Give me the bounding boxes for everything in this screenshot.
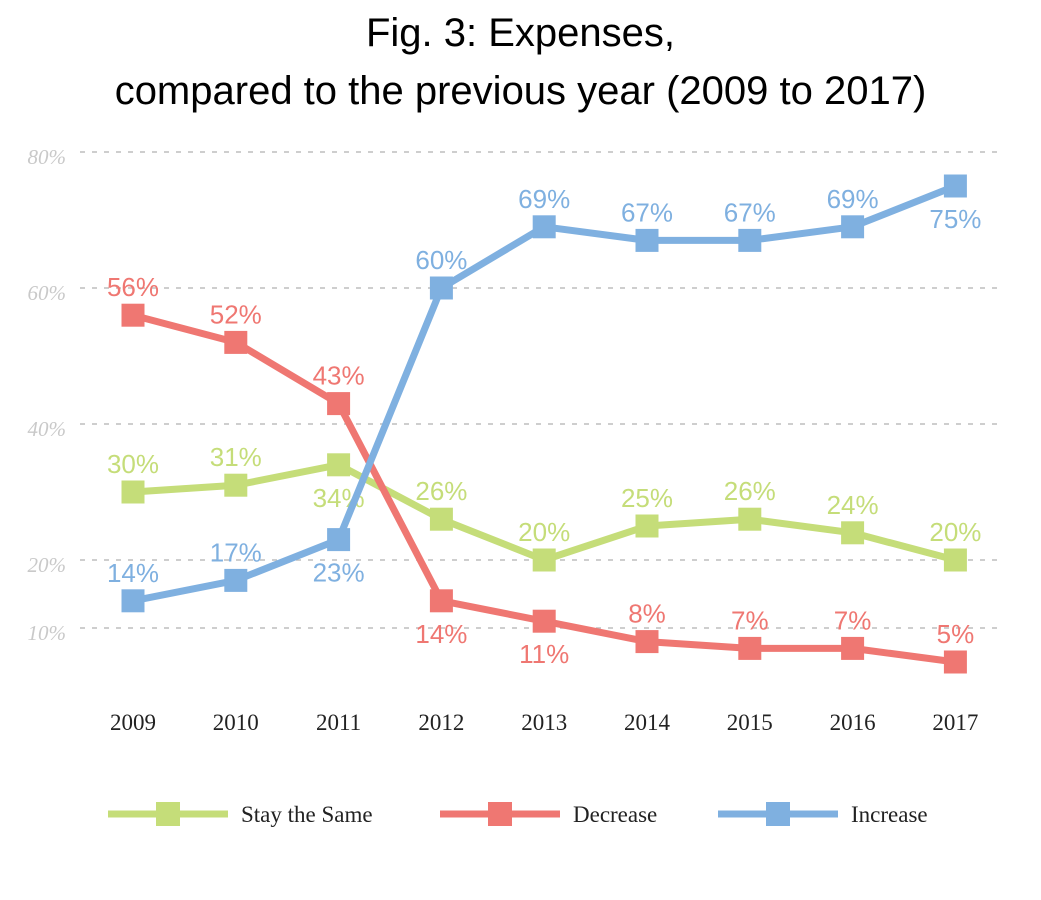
y-tick-label: 80% — [28, 145, 67, 169]
data-label-increase: 69% — [827, 184, 879, 214]
data-point-increase — [738, 228, 762, 252]
data-label-decrease: 11% — [519, 639, 569, 669]
data-point-decrease — [943, 650, 967, 674]
data-label-decrease: 43% — [313, 361, 365, 391]
y-tick-label: 60% — [28, 281, 67, 305]
data-point-increase — [532, 215, 556, 239]
chart-title-line-1: Fig. 3: Expenses, — [365, 11, 676, 55]
data-point-decrease — [738, 636, 762, 660]
x-tick-label: 2013 — [521, 710, 567, 735]
data-point-increase — [635, 228, 659, 252]
data-point-stay-the-same — [224, 473, 248, 497]
data-point-stay-the-same — [532, 548, 556, 572]
data-point-increase — [429, 276, 453, 300]
data-point-decrease — [841, 636, 865, 660]
data-label-stay-the-same: 20% — [929, 517, 981, 547]
data-point-stay-the-same — [327, 453, 351, 477]
data-point-stay-the-same — [738, 507, 762, 531]
x-tick-label: 2015 — [727, 710, 773, 735]
data-point-increase — [224, 568, 248, 592]
data-point-stay-the-same — [943, 548, 967, 572]
data-label-increase: 67% — [724, 197, 776, 227]
legend-label-decrease: Decrease — [573, 802, 657, 827]
data-point-decrease — [121, 303, 145, 327]
data-label-decrease: 7% — [834, 605, 872, 635]
data-label-decrease: 14% — [415, 619, 467, 649]
data-label-stay-the-same: 25% — [621, 483, 673, 513]
data-label-increase: 67% — [621, 197, 673, 227]
data-point-stay-the-same — [635, 514, 659, 538]
data-label-decrease: 7% — [731, 605, 769, 635]
data-label-increase: 17% — [210, 537, 262, 567]
x-tick-label: 2014 — [624, 710, 671, 735]
data-label-increase: 14% — [107, 558, 159, 588]
data-label-stay-the-same: 31% — [210, 442, 262, 472]
data-point-decrease — [429, 589, 453, 613]
x-tick-label: 2011 — [316, 710, 361, 735]
data-point-decrease — [532, 609, 556, 633]
x-tick-label: 2012 — [418, 710, 464, 735]
data-point-increase — [121, 589, 145, 613]
data-label-decrease: 52% — [210, 299, 262, 329]
data-point-increase — [841, 215, 865, 239]
data-label-decrease: 56% — [107, 272, 159, 302]
y-tick-label: 10% — [28, 621, 67, 645]
data-point-stay-the-same — [121, 480, 145, 504]
y-tick-label: 20% — [28, 553, 67, 577]
chart-title-line-2: compared to the previous year (2009 to 2… — [114, 69, 927, 113]
x-tick-label: 2017 — [932, 710, 978, 735]
x-tick-label: 2009 — [110, 710, 156, 735]
data-point-increase — [943, 174, 967, 198]
data-point-stay-the-same — [429, 507, 453, 531]
data-label-increase: 69% — [518, 184, 570, 214]
data-label-decrease: 5% — [937, 619, 975, 649]
data-point-stay-the-same — [841, 521, 865, 545]
data-point-decrease — [635, 630, 659, 654]
legend-label-stay-the-same: Stay the Same — [241, 802, 373, 827]
x-tick-label: 2010 — [213, 710, 259, 735]
chart-title: Fig. 3: Expenses, compared to the previo… — [0, 4, 1041, 120]
data-label-increase: 60% — [415, 245, 467, 275]
data-label-increase: 23% — [313, 558, 365, 588]
data-label-decrease: 8% — [628, 599, 666, 629]
data-point-increase — [327, 528, 351, 552]
y-tick-label: 40% — [28, 417, 67, 441]
data-label-increase: 75% — [929, 204, 981, 234]
data-label-stay-the-same: 30% — [107, 449, 159, 479]
legend-marker-decrease — [488, 802, 512, 826]
data-point-decrease — [224, 330, 248, 354]
data-label-stay-the-same: 20% — [518, 517, 570, 547]
legend-marker-increase — [766, 802, 790, 826]
legend-label-increase: Increase — [851, 802, 928, 827]
x-tick-label: 2016 — [830, 710, 876, 735]
legend-marker-stay-the-same — [156, 802, 180, 826]
data-label-stay-the-same: 26% — [415, 476, 467, 506]
data-label-stay-the-same: 24% — [827, 490, 879, 520]
data-point-decrease — [327, 392, 351, 416]
data-label-stay-the-same: 26% — [724, 476, 776, 506]
